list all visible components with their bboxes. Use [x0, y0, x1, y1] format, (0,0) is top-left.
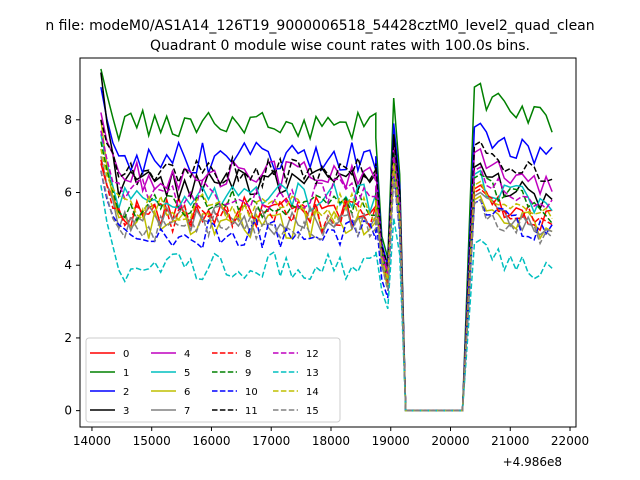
x-tick-label: 19000	[372, 434, 410, 448]
legend-label-9: 9	[245, 368, 251, 379]
x-offset-label: +4.986e8	[503, 455, 562, 469]
series-line-3	[100, 72, 553, 412]
series-line-15	[100, 170, 553, 412]
x-tick-label: 17000	[252, 434, 290, 448]
series-line-2	[100, 86, 553, 412]
x-tick-label: 21000	[491, 434, 529, 448]
series-line-8	[100, 159, 553, 412]
x-tick-label: 15000	[133, 434, 171, 448]
legend-label-11: 11	[245, 406, 258, 417]
legend-label-3: 3	[123, 406, 129, 417]
figure-suptitle: n file: modeM0/AS1A14_126T19_9000006518_…	[45, 18, 594, 34]
legend-label-10: 10	[245, 387, 258, 398]
legend-box	[85, 337, 341, 423]
legend-label-4: 4	[184, 349, 190, 360]
y-tick-label: 4	[64, 258, 72, 272]
x-tick-label: 14000	[73, 434, 111, 448]
legend-label-0: 0	[123, 349, 129, 360]
plot-frame	[79, 57, 577, 428]
x-tick-label: 22000	[551, 434, 589, 448]
series-line-13	[100, 185, 553, 412]
y-tick-label: 6	[64, 186, 72, 200]
legend-label-2: 2	[123, 387, 129, 398]
legend-label-14: 14	[306, 387, 319, 398]
series-line-5	[100, 134, 553, 412]
legend-label-1: 1	[123, 368, 129, 379]
x-axis: 14000 15000 16000 17000 18000 19000 20000 21000…	[73, 427, 589, 448]
legend-label-8: 8	[245, 349, 251, 360]
x-tick-label: 20000	[431, 434, 469, 448]
y-tick-label: 2	[64, 331, 72, 345]
series-line-10	[100, 170, 553, 412]
series-line-1	[100, 68, 553, 412]
y-axis: 0 2 4 6 8	[64, 113, 80, 418]
series-line-4	[100, 112, 553, 412]
chart-title: Quadrant 0 module wise count rates with …	[150, 38, 530, 54]
legend-label-5: 5	[184, 368, 190, 379]
series-line-9	[100, 141, 553, 412]
y-tick-label: 8	[64, 113, 72, 127]
series-line-12	[100, 130, 553, 412]
legend-label-7: 7	[184, 406, 190, 417]
x-tick-label: 16000	[192, 434, 230, 448]
legend-label-15: 15	[306, 406, 319, 417]
series-line-14	[100, 148, 553, 412]
legend-label-6: 6	[184, 387, 190, 398]
series-line-11	[100, 119, 553, 412]
series-lines	[100, 68, 553, 412]
series-line-0	[100, 156, 553, 412]
legend-label-12: 12	[306, 349, 319, 360]
legend-label-13: 13	[306, 368, 319, 379]
y-tick-label: 0	[64, 404, 72, 418]
x-tick-label: 18000	[312, 434, 350, 448]
